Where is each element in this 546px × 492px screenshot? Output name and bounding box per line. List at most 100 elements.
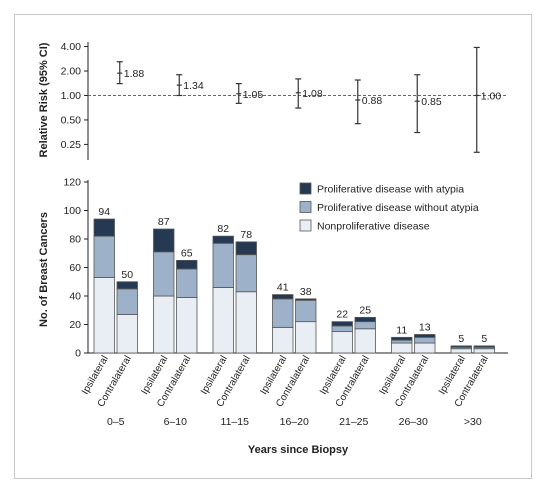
rr-point-group: 1.05	[235, 83, 263, 104]
bar-segment	[235, 241, 257, 256]
bar-segment	[295, 321, 317, 354]
bar-y-tick-label: 60	[69, 262, 81, 274]
bar-segment	[295, 298, 317, 301]
rr-value-label: 0.88	[362, 95, 383, 107]
rr-value-label: 1.08	[302, 88, 323, 100]
bar-segment	[93, 218, 115, 237]
rr-point-group: 1.88	[116, 61, 145, 85]
bar-segment	[450, 345, 472, 348]
bar-total-label: 41	[277, 282, 289, 294]
bar-total-label: 38	[300, 286, 312, 298]
bar-segment	[235, 254, 257, 293]
bar-segment	[391, 342, 413, 354]
rr-y-tick-label: 2.00	[61, 66, 82, 78]
rr-y-tick-label: 0.50	[61, 114, 82, 126]
group-label: 16–20	[280, 416, 309, 428]
bar-segment	[153, 228, 175, 253]
bar-segment	[272, 298, 294, 328]
bar-segment	[176, 297, 198, 354]
rr-point-group: 1.00	[473, 46, 502, 153]
bar-total-label: 13	[419, 321, 431, 333]
bar-segment	[272, 326, 294, 354]
rr-value-label: 1.88	[124, 68, 145, 80]
bar-segment	[354, 328, 376, 354]
bar-segment	[414, 342, 436, 354]
legend-item: Proliferative disease without atypia	[299, 201, 479, 214]
group-label: >30	[464, 416, 482, 428]
legend: Proliferative disease with atypia Prolife…	[299, 182, 479, 233]
bar-segment	[93, 235, 115, 278]
bar-segment	[176, 268, 198, 298]
bar-total-label: 82	[217, 223, 229, 235]
legend-swatch	[299, 182, 312, 195]
bar-y-tick-label: 80	[69, 234, 81, 246]
bar-y-tick-label: 120	[63, 177, 81, 189]
rr-points: 1.88 1.34 1.05 1.08 0.88 0.85 1.00	[116, 46, 502, 153]
bar-segment	[391, 336, 413, 341]
bar-segment	[331, 325, 353, 333]
rr-y-tick-label: 1.00	[61, 90, 82, 102]
bar-segment	[391, 339, 413, 344]
rr-point-group: 1.08	[295, 78, 323, 109]
bar-segment	[153, 295, 175, 354]
bar-segment	[295, 299, 317, 323]
bar-total-label: 5	[481, 333, 487, 345]
bar-y-tick-label: 20	[69, 319, 81, 331]
bar-total-label: 25	[359, 304, 371, 316]
rr-point-group: 0.85	[414, 74, 442, 134]
bar-total-label: 94	[98, 206, 110, 218]
bar-segment	[116, 314, 138, 354]
legend-label: Nonproliferative disease	[317, 221, 430, 233]
breast-cancer-bar-panel: No. of Breast Cancers 0 20 40 60 80 100 120 94…	[38, 177, 508, 456]
bar-segment	[116, 281, 138, 290]
group-label: 26–30	[399, 416, 428, 428]
bar-segment	[235, 291, 257, 354]
bar-segment	[473, 345, 495, 348]
bar-total-label: 87	[158, 216, 170, 228]
bar-y-tick-label: 40	[69, 291, 81, 303]
bar-y-tick-label: 100	[63, 205, 81, 217]
legend-label: Proliferative disease with atypia	[317, 184, 464, 196]
legend-label: Proliferative disease without atypia	[317, 202, 479, 214]
figure-frame	[14, 14, 532, 479]
legend-swatch	[299, 219, 312, 232]
bar-segment	[414, 334, 436, 338]
bar-total-label: 22	[336, 309, 348, 321]
bar-segment	[212, 242, 234, 288]
bar-segment	[93, 277, 115, 354]
bar-y-ticks: 0 20 40 60 80 100 120	[63, 177, 88, 360]
bar-segment	[450, 348, 472, 354]
rr-value-label: 1.34	[183, 80, 204, 92]
bar-segment	[331, 321, 353, 327]
bar-segment	[354, 316, 376, 323]
bar-total-label: 50	[121, 269, 133, 281]
rr-point-group: 1.34	[176, 74, 204, 97]
rr-point-group: 0.88	[354, 79, 383, 125]
legend-item: Nonproliferative disease	[299, 219, 430, 233]
bar-total-label: 78	[240, 229, 252, 241]
bar-total-label: 5	[458, 333, 464, 345]
group-label: 6–10	[164, 416, 188, 428]
stacked-bars: 94Ipsilateral50Contralateral87Ipsilatera…	[80, 206, 495, 428]
group-label: 0–5	[107, 416, 125, 428]
bar-segment	[212, 287, 234, 354]
bar-segment	[414, 336, 436, 344]
legend-swatch	[299, 201, 312, 213]
group-label: 11–15	[221, 416, 250, 428]
bar-total-label: 65	[181, 247, 193, 259]
bar-segment	[331, 331, 353, 354]
rr-y-ticks: 4.00 2.00 1.00 0.50 0.25	[61, 41, 88, 151]
bar-segment	[116, 288, 138, 315]
bar-segment	[272, 294, 294, 300]
rr-value-label: 1.00	[481, 90, 502, 102]
legend-item: Proliferative disease with atypia	[299, 182, 464, 196]
relative-risk-panel: Relative Risk (95% CI) 4.00 2.00 1.00 0.50 0…	[38, 41, 508, 160]
group-label: 21–25	[339, 416, 368, 428]
bar-y-axis-title: No. of Breast Cancers	[38, 212, 50, 327]
bar-segment	[212, 235, 234, 244]
bar-y-tick-label: 0	[75, 348, 81, 360]
